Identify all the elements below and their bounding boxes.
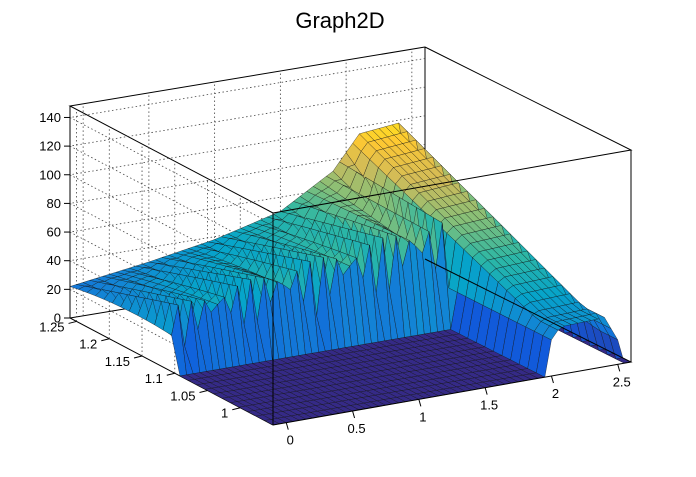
y-tick-label: 1.15 bbox=[105, 354, 130, 369]
y-tick-label: 1.2 bbox=[79, 337, 97, 352]
y-tick bbox=[68, 320, 77, 324]
y-tick-label: 1 bbox=[221, 406, 228, 421]
y-tick bbox=[101, 338, 110, 342]
z-tick-label: 140 bbox=[39, 110, 61, 125]
front-frame bbox=[272, 46, 633, 426]
x-tick-label: 0 bbox=[287, 433, 294, 448]
x-tick-label: 1 bbox=[419, 409, 426, 424]
x-tick-label: 2.5 bbox=[613, 374, 631, 389]
z-tick-label: 100 bbox=[39, 167, 61, 182]
x-tick bbox=[550, 375, 554, 384]
x-tick-label: 2 bbox=[552, 386, 559, 401]
z-tick-label: 60 bbox=[47, 225, 61, 240]
x-tick-label: 0.5 bbox=[348, 421, 366, 436]
x-tick bbox=[285, 422, 289, 430]
x-tick bbox=[418, 399, 422, 407]
top-front-edges bbox=[272, 46, 633, 214]
z-tick-label: 20 bbox=[47, 282, 61, 297]
axis-ticks: 02040608010012014011.051.11.151.21.2500.… bbox=[39, 110, 631, 448]
x-tick bbox=[352, 410, 356, 419]
y-tick-label: 1.05 bbox=[170, 388, 195, 403]
y-tick-label: 1.25 bbox=[39, 319, 64, 334]
z-tick-label: 80 bbox=[47, 196, 61, 211]
x-tick-label: 1.5 bbox=[480, 398, 498, 413]
z-tick-label: 120 bbox=[39, 139, 61, 154]
z-tick-label: 0 bbox=[54, 311, 61, 326]
y-tick bbox=[232, 407, 241, 411]
y-tick-label: 1.1 bbox=[145, 371, 163, 386]
top-back-edges bbox=[68, 46, 426, 214]
z-tick-label: 40 bbox=[47, 253, 61, 268]
x-tick bbox=[484, 387, 488, 395]
y-tick bbox=[166, 372, 175, 376]
surface-mesh bbox=[69, 122, 632, 426]
y-tick bbox=[133, 355, 143, 359]
chart-title: Graph2D bbox=[295, 8, 384, 33]
x-tick bbox=[617, 364, 621, 372]
y-tick bbox=[199, 389, 208, 393]
